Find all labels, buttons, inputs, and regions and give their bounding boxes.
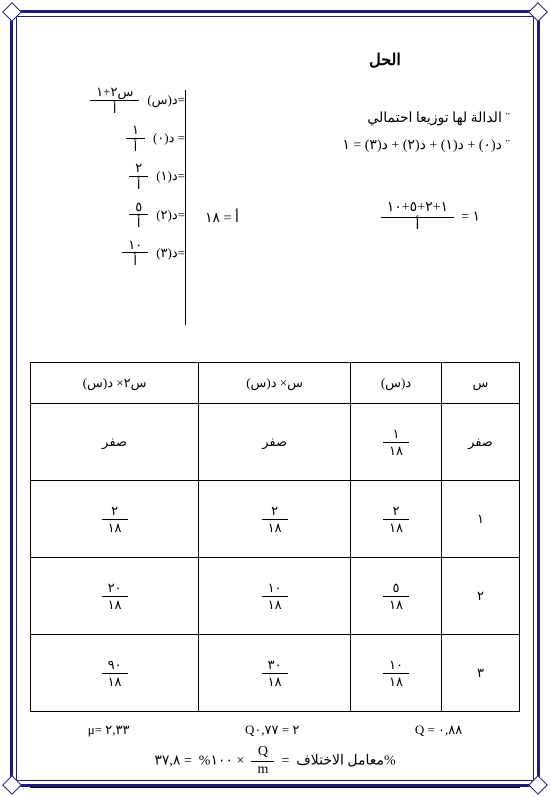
table-header: س× د(س) (199, 363, 351, 404)
table-cell: ٣٠١٨ (199, 635, 351, 712)
fraction: ٥ أ (129, 199, 148, 231)
table-cell: ١٠١٨ (351, 635, 442, 712)
table-cell: ١٠١٨ (199, 558, 351, 635)
table-cell: ٢١٨ (31, 481, 199, 558)
table-cell: ٢٠١٨ (31, 558, 199, 635)
table-cell: ٣ (441, 635, 519, 712)
times-hundred: × ١٠٠% (199, 754, 245, 769)
function-definitions: س٢+١ أ د(س)= ١ أ د(٠) = ٢ أ د(١)= (35, 78, 185, 275)
alpha-value: أ = ١٨ (205, 210, 239, 227)
table-cell: ٢ (441, 558, 519, 635)
vertical-divider (185, 90, 186, 325)
table-row: ١ ٢١٨ ٢١٨ ٢١٨ (31, 481, 520, 558)
func-lhs: د(٢)= (156, 207, 185, 223)
table-row: ٢ ٥١٨ ١٠١٨ ٢٠١٨ (31, 558, 520, 635)
prob-dist-text: ¨ الدالة لها توزيعا احتمالي (265, 110, 510, 127)
table-cell: ١١٨ (351, 404, 442, 481)
fraction-sum: ١+٢+٥+١٠ أ = ١ (381, 200, 480, 235)
summary-row: μ= ٢,٣٣ Q٢ = ٠,٧٧ Q = ٠,٨٨ (30, 722, 520, 738)
solution-title: الحل (250, 50, 520, 70)
table-cell: ٢١٨ (351, 481, 442, 558)
func-def-row: ١ أ د(٠) = (35, 122, 185, 154)
func-lhs: د(س)= (147, 92, 185, 108)
right-column: ¨ الدالة لها توزيعا احتمالي ¨ د(٠) + د(١… (265, 75, 520, 164)
coeff-label: معامل الاختلاف (296, 754, 384, 769)
func-def-row: ٥ أ د(٢)= (35, 199, 185, 231)
coefficient-variation: معامل الاختلاف = Q m × ١٠٠% = ٣٧,٨% (30, 744, 520, 779)
table-header: د(س) (351, 363, 442, 404)
q2-value: Q٢ = ٠,٧٧ (245, 722, 299, 738)
table-row: صفر ١١٨ صفر صفر (31, 404, 520, 481)
table-cell: ٢١٨ (199, 481, 351, 558)
table-cell: صفر (199, 404, 351, 481)
table-cell: صفر (31, 404, 199, 481)
content-area: الحل س٢+١ أ د(س)= ١ أ د(٠) = ٢ أ (30, 30, 520, 767)
equals-one: = ١ (461, 210, 480, 225)
table-row: ٣ ١٠١٨ ٣٠١٨ ٩٠١٨ (31, 635, 520, 712)
sum-equation: ¨ د(٠) + د(١) + د(٢) + د(٣) = ١ (265, 137, 510, 154)
fraction: س٢+١ أ (90, 84, 139, 116)
func-def-row: ١٠ أ د(٣)= (35, 237, 185, 269)
table-cell: ٥١٨ (351, 558, 442, 635)
table-header: س٢× د(س) (31, 363, 199, 404)
fraction: ٢ أ (129, 160, 148, 192)
page: الحل س٢+١ أ د(س)= ١ أ د(٠) = ٢ أ (0, 0, 550, 797)
func-def-row: ٢ أ د(١)= (35, 160, 185, 192)
fraction: ١ أ (126, 122, 145, 154)
q-value: Q = ٠,٨٨ (415, 722, 462, 738)
func-lhs: د(٠) = (153, 130, 185, 146)
table-cell: ١ (441, 481, 519, 558)
fraction: ١+٢+٥+١٠ أ (381, 200, 454, 235)
table-cell: ٩٠١٨ (31, 635, 199, 712)
func-def-row: س٢+١ أ د(س)= (35, 84, 185, 116)
table-header: س (441, 363, 519, 404)
horizontal-rule (30, 787, 520, 788)
func-lhs: د(١)= (156, 168, 185, 184)
fraction: ١٠ أ (122, 237, 148, 269)
table-cell: صفر (441, 404, 519, 481)
calculation-table: س د(س) س× د(س) س٢× د(س) صفر ١١٨ صفر صفر … (30, 362, 520, 712)
fraction: Q m (251, 744, 274, 779)
table-header-row: س د(س) س× د(س) س٢× د(س) (31, 363, 520, 404)
mu-value: μ= ٢,٣٣ (88, 722, 130, 738)
func-lhs: د(٣)= (156, 245, 185, 261)
